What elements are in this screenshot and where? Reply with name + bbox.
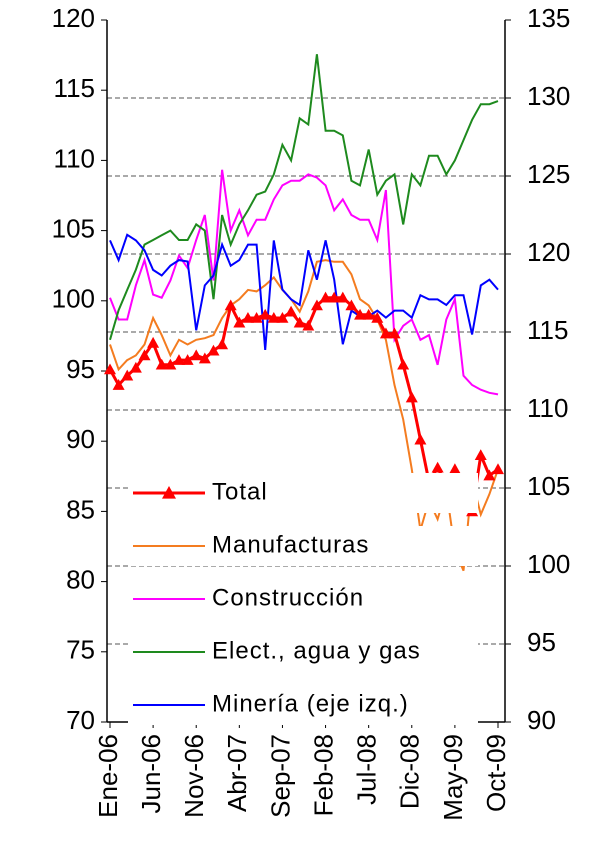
data-point [233, 316, 246, 328]
y-tick-label: 80 [66, 564, 95, 594]
data-point [181, 354, 194, 365]
legend-marker [162, 486, 176, 499]
y2-tick-label: 110 [527, 393, 568, 423]
legend-label: Manufacturas [212, 531, 369, 558]
data-point [207, 344, 220, 356]
x-tick-label: May-09 [438, 734, 468, 821]
data-point [216, 338, 229, 350]
data-point [267, 311, 280, 323]
x-tick-label: Dic-08 [395, 734, 425, 809]
series-line [109, 54, 499, 341]
data-point [319, 291, 332, 303]
data-point [345, 299, 358, 311]
data-point [121, 369, 134, 381]
data-point [371, 311, 384, 323]
y-tick-label: 90 [66, 424, 95, 454]
data-point [310, 299, 323, 311]
y-tick-label: 70 [66, 705, 95, 735]
legend-label: Elect., agua y gas [212, 637, 421, 664]
series-line [109, 259, 499, 572]
y-tick-label: 85 [66, 494, 95, 524]
y2-tick-label: 130 [527, 81, 570, 111]
data-point [129, 361, 142, 373]
legend-label: Total [212, 478, 268, 505]
data-point [474, 449, 487, 461]
data-point [379, 327, 392, 339]
data-point [293, 316, 306, 328]
data-point [328, 291, 341, 303]
data-point [138, 349, 151, 361]
data-point [397, 358, 410, 370]
x-tick-label: Sep-07 [265, 734, 295, 818]
y2-tick-label: 95 [527, 627, 556, 657]
data-point [241, 311, 254, 323]
y-tick-label: 105 [52, 213, 95, 243]
data-point [431, 461, 444, 473]
series-line [109, 169, 499, 396]
x-tick-label: Jul-08 [352, 734, 382, 805]
data-point [164, 358, 177, 370]
y2-tick-label: 115 [527, 315, 568, 345]
y-tick-label: 75 [66, 635, 95, 665]
y2-tick-label: 120 [527, 237, 570, 267]
data-point [448, 463, 461, 475]
data-point [414, 433, 427, 445]
y2-tick-label: 105 [527, 471, 570, 501]
data-point [354, 308, 367, 320]
data-point [190, 349, 203, 361]
data-point [250, 311, 263, 323]
y-tick-label: 95 [66, 354, 95, 384]
y-tick-label: 115 [54, 73, 95, 103]
y2-tick-label: 135 [527, 3, 570, 33]
data-point [285, 305, 298, 317]
data-point [259, 308, 272, 320]
data-point [104, 363, 116, 375]
x-tick-label: Feb-08 [308, 734, 338, 816]
x-tick-label: Ene-06 [93, 734, 123, 818]
y-tick-label: 120 [52, 3, 95, 33]
x-tick-label: Jun-06 [136, 734, 166, 814]
y2-tick-label: 90 [527, 705, 556, 735]
data-point [276, 311, 289, 323]
data-point [224, 299, 237, 311]
data-point [388, 327, 401, 339]
legend-label: Minería (eje izq.) [212, 690, 409, 717]
legend-label: Construcción [212, 584, 364, 611]
y2-tick-label: 100 [527, 549, 570, 579]
data-point [302, 319, 315, 331]
data-point [492, 463, 504, 475]
data-point [112, 379, 125, 390]
x-tick-label: Abr-07 [222, 734, 252, 812]
data-point [147, 336, 160, 348]
x-tick-label: Nov-06 [179, 734, 209, 818]
x-tick-label: Oct-09 [481, 734, 511, 812]
data-point [336, 291, 349, 303]
data-point [483, 469, 496, 481]
y-tick-label: 100 [52, 284, 95, 314]
data-point [198, 352, 211, 364]
data-point [155, 358, 168, 370]
series-line [109, 233, 499, 350]
data-point [362, 308, 375, 320]
y-tick-label: 110 [54, 143, 95, 173]
data-point [172, 354, 185, 365]
data-point [405, 391, 418, 403]
y2-tick-label: 125 [527, 159, 570, 189]
